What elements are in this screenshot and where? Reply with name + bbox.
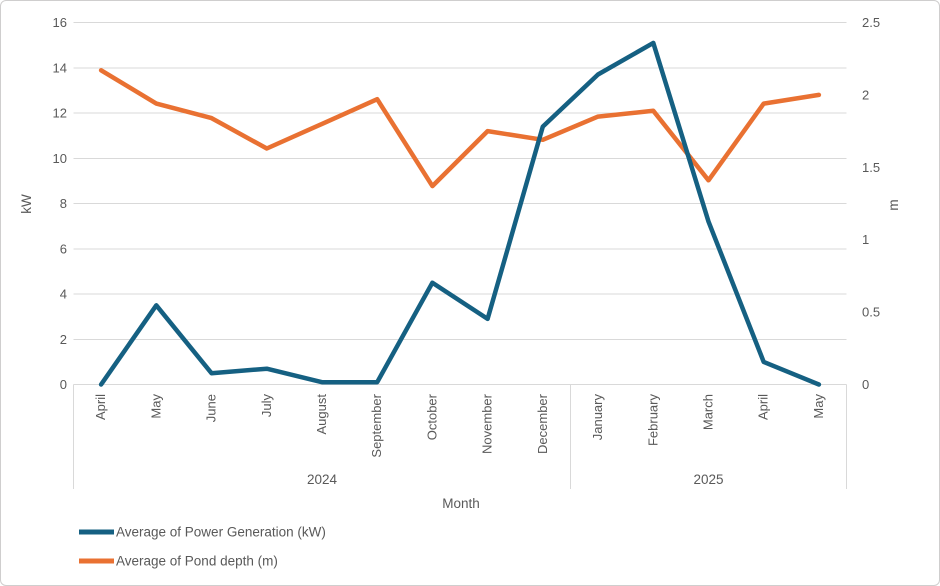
month-label: April — [93, 394, 108, 420]
left-axis-tick-label: 14 — [53, 60, 67, 75]
pond-depth-line — [98, 68, 822, 189]
right-axis-tick-label: 0.5 — [862, 305, 880, 320]
left-axis-tick-label: 4 — [60, 287, 67, 302]
left-axis-tick-label: 12 — [53, 106, 67, 121]
legend-item-label: Average of Power Generation (kW) — [116, 525, 326, 540]
month-label: July — [259, 394, 274, 418]
right-axis-tick-label: 2 — [862, 87, 869, 102]
month-label: May — [148, 394, 163, 419]
month-label: December — [535, 393, 550, 454]
left-axis-tick-label: 6 — [60, 241, 67, 256]
left-axis-title: kW — [19, 194, 34, 214]
left-axis-tick-label: 10 — [53, 151, 67, 166]
right-axis-tick-label: 0 — [862, 377, 869, 392]
month-label: November — [480, 393, 495, 454]
year-label: 2024 — [307, 472, 338, 487]
year-label: 2025 — [693, 472, 723, 487]
month-label: October — [424, 393, 439, 440]
right-axis-title: m — [886, 199, 901, 210]
month-label: June — [204, 394, 219, 422]
legend-item-label: Average of Pond depth (m) — [116, 554, 278, 569]
power-generation-line — [98, 40, 822, 387]
left-axis-tick-label: 2 — [60, 332, 67, 347]
left-axis-tick-label: 0 — [60, 377, 67, 392]
left-axis-tick-label: 16 — [53, 15, 67, 30]
right-axis-tick-label: 1.5 — [862, 160, 880, 175]
month-label: February — [645, 394, 660, 447]
month-label: September — [369, 393, 384, 457]
month-label: April — [756, 394, 771, 420]
x-axis-title: Month — [442, 496, 480, 511]
right-axis-tick-label: 1 — [862, 232, 869, 247]
month-label: January — [590, 394, 605, 441]
left-axis-tick-label: 8 — [60, 196, 67, 211]
month-label: May — [811, 394, 826, 419]
right-axis-tick-label: 2.5 — [862, 15, 880, 30]
month-label: March — [700, 394, 715, 430]
month-label: August — [314, 394, 329, 435]
